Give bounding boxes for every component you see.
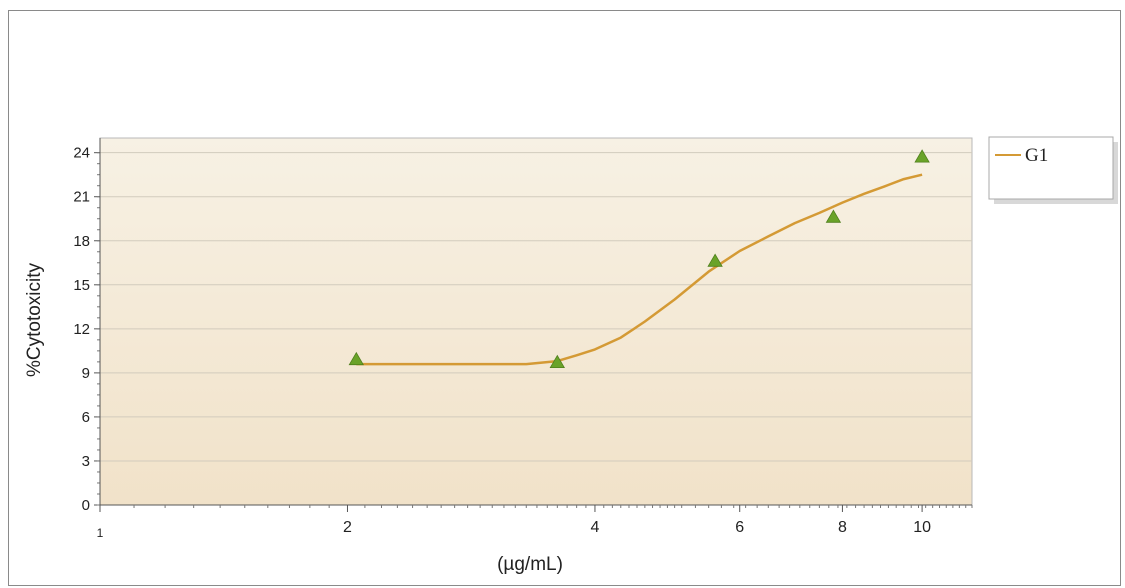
x-tick-label: 2 — [343, 519, 352, 536]
data-point-marker — [914, 149, 930, 163]
x-tick-label: 10 — [913, 519, 931, 536]
y-tick-label: 24 — [73, 145, 90, 162]
series-line-g1 — [356, 173, 923, 366]
x-tick-label: 1 — [97, 526, 104, 540]
y-tick-label: 12 — [73, 321, 90, 338]
legend-entry-g1: G1 — [1025, 145, 1048, 166]
grid-lines — [100, 152, 972, 462]
x-axis-title: (µg/mL) — [497, 554, 563, 575]
data-point-marker — [825, 209, 842, 223]
axes — [94, 138, 973, 512]
series-group — [348, 149, 930, 369]
y-axis-title: %Cytotoxicity — [24, 262, 45, 377]
y-tick-labels: 0 3 6 9 12 15 18 21 24 — [73, 145, 90, 514]
x-tick-label: 8 — [838, 519, 847, 536]
x-tick-labels: 1 2 4 6 8 10 — [97, 519, 931, 540]
y-tick-label: 3 — [82, 453, 90, 470]
y-tick-label: 18 — [73, 233, 90, 250]
legend: G1 — [988, 136, 1118, 204]
y-tick-label: 9 — [82, 365, 90, 382]
data-point-marker — [549, 354, 565, 369]
data-point-marker — [707, 253, 723, 267]
y-tick-label: 15 — [73, 277, 90, 294]
data-point-marker — [348, 351, 364, 366]
x-tick-label: 6 — [735, 519, 744, 536]
legend-box — [988, 136, 1114, 200]
y-tick-label: 6 — [82, 409, 90, 426]
y-tick-label: 21 — [73, 189, 90, 206]
plot-area — [99, 137, 973, 506]
y-tick-label: 0 — [82, 497, 90, 514]
x-tick-label: 4 — [591, 519, 600, 536]
